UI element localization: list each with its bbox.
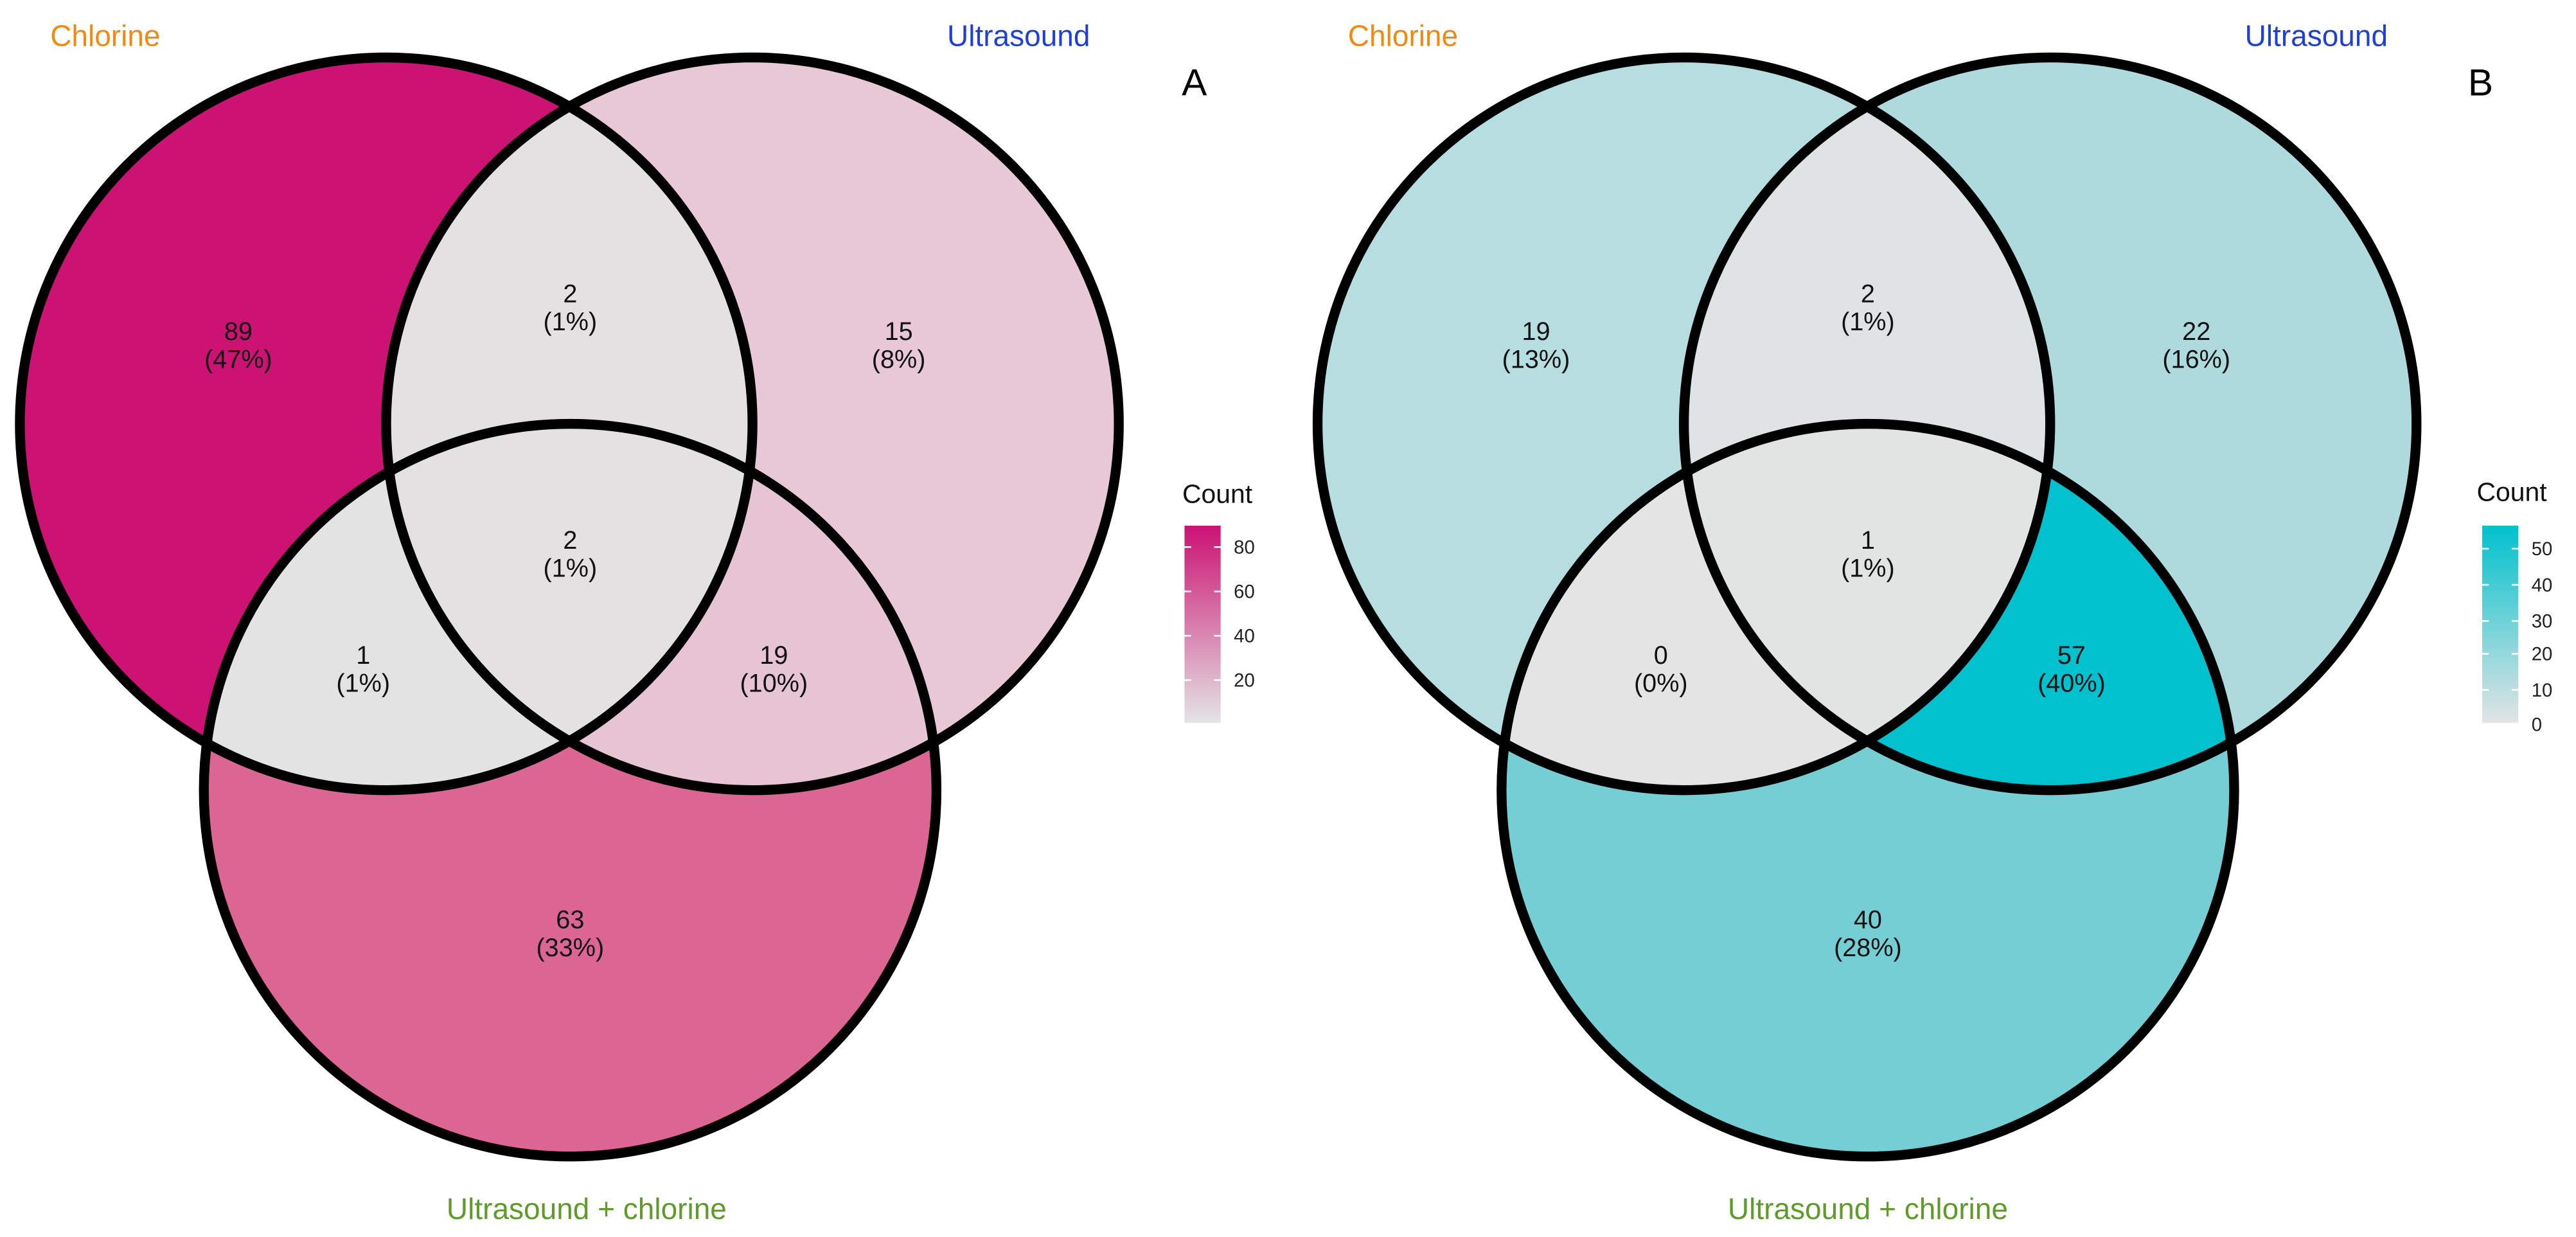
region-count-ultrasound-combo: 19	[759, 641, 788, 670]
legend-tick-label: 80	[1234, 537, 1255, 558]
region-count-chlorine-combo: 1	[356, 641, 370, 670]
chlorine-circle-outline	[1312, 52, 2056, 796]
legend-tick-label: 60	[1234, 582, 1255, 603]
region-count-ultrasound-combo: 57	[2057, 641, 2086, 670]
region-percent-chlorine-only: (13%)	[1502, 346, 1570, 374]
region-count-chlorine-only: 19	[1522, 317, 1550, 346]
legend-color-bar	[1184, 526, 1221, 723]
region-percent-chlorine-combo: (0%)	[1634, 669, 1688, 697]
legend-tick-label: 0	[2532, 715, 2542, 736]
region-percent-chlorine-ultrasound: (1%)	[544, 308, 598, 336]
legend-tick-label: 20	[1234, 670, 1255, 691]
legend-tick-label: 30	[2532, 611, 2553, 632]
region-percent-chlorine-only: (47%)	[204, 346, 272, 374]
legend-color-bar	[2482, 526, 2519, 723]
panel-letter: B	[2468, 62, 2493, 103]
region-count-chlorine-ultrasound: 2	[1861, 280, 1875, 308]
venn-panel-b: 19(13%)2(1%) 22(16%)0(0%)1(1%)57(40%)40(2…	[1312, 19, 2553, 1225]
region-percent-ultrasound-only: (8%)	[872, 346, 926, 374]
set-label-chlorine: Chlorine	[50, 19, 160, 53]
legend-tick-label: 50	[2532, 538, 2553, 560]
chlorine-circle-outline	[15, 52, 758, 796]
venn-panel-a: 89(47%)2(1%) 15(8%)1(1%)2(1%)19(10%)63(33…	[15, 19, 1255, 1225]
region-count-ultrasound-only: 22	[2182, 317, 2210, 346]
region-count-chlorine-ultrasound: 2	[563, 280, 577, 308]
legend-tick-label: 20	[2532, 644, 2553, 665]
venn-region-all-three	[1683, 423, 2052, 790]
region-percent-all-three: (1%)	[1841, 554, 1895, 582]
region-count-combo-only: 63	[556, 905, 584, 934]
legend-tick-label: 40	[2532, 574, 2553, 596]
region-percent-ultrasound-only: (16%)	[2162, 346, 2230, 374]
ultrasound-circle-outline	[1678, 52, 2422, 796]
region-count-all-three: 2	[563, 526, 577, 555]
combo-circle-outline	[1497, 418, 2239, 1162]
legend-tick-label: 40	[1234, 626, 1255, 647]
region-percent-ultrasound-combo: (10%)	[740, 669, 808, 697]
region-count-chlorine-combo: 0	[1654, 641, 1668, 670]
region-count-all-three: 1	[1861, 526, 1875, 555]
legend-title: Count	[1182, 479, 1253, 508]
region-percent-combo-only: (33%)	[536, 934, 604, 962]
region-percent-ultrasound-combo: (40%)	[2038, 669, 2106, 697]
region-percent-chlorine-combo: (1%)	[336, 669, 390, 697]
set-label-combo: Ultrasound + chlorine	[447, 1192, 727, 1225]
region-percent-chlorine-ultrasound: (1%)	[1841, 308, 1895, 336]
ultrasound-circle-outline	[381, 52, 1124, 796]
legend-tick-label: 10	[2532, 680, 2553, 701]
region-percent-combo-only: (28%)	[1834, 934, 1902, 962]
combo-circle-outline	[199, 418, 942, 1162]
region-count-combo-only: 40	[1854, 905, 1882, 934]
set-label-ultrasound: Ultrasound	[947, 19, 1090, 53]
set-label-chlorine: Chlorine	[1348, 19, 1458, 53]
panel-letter: A	[1182, 62, 1207, 103]
region-count-ultrasound-only: 15	[885, 317, 913, 346]
legend-title: Count	[2476, 477, 2547, 507]
region-percent-all-three: (1%)	[544, 554, 598, 582]
venn-region-all-three	[386, 423, 754, 790]
region-count-chlorine-only: 89	[224, 317, 253, 346]
set-label-combo: Ultrasound + chlorine	[1728, 1192, 2008, 1225]
set-label-ultrasound: Ultrasound	[2245, 19, 2388, 53]
